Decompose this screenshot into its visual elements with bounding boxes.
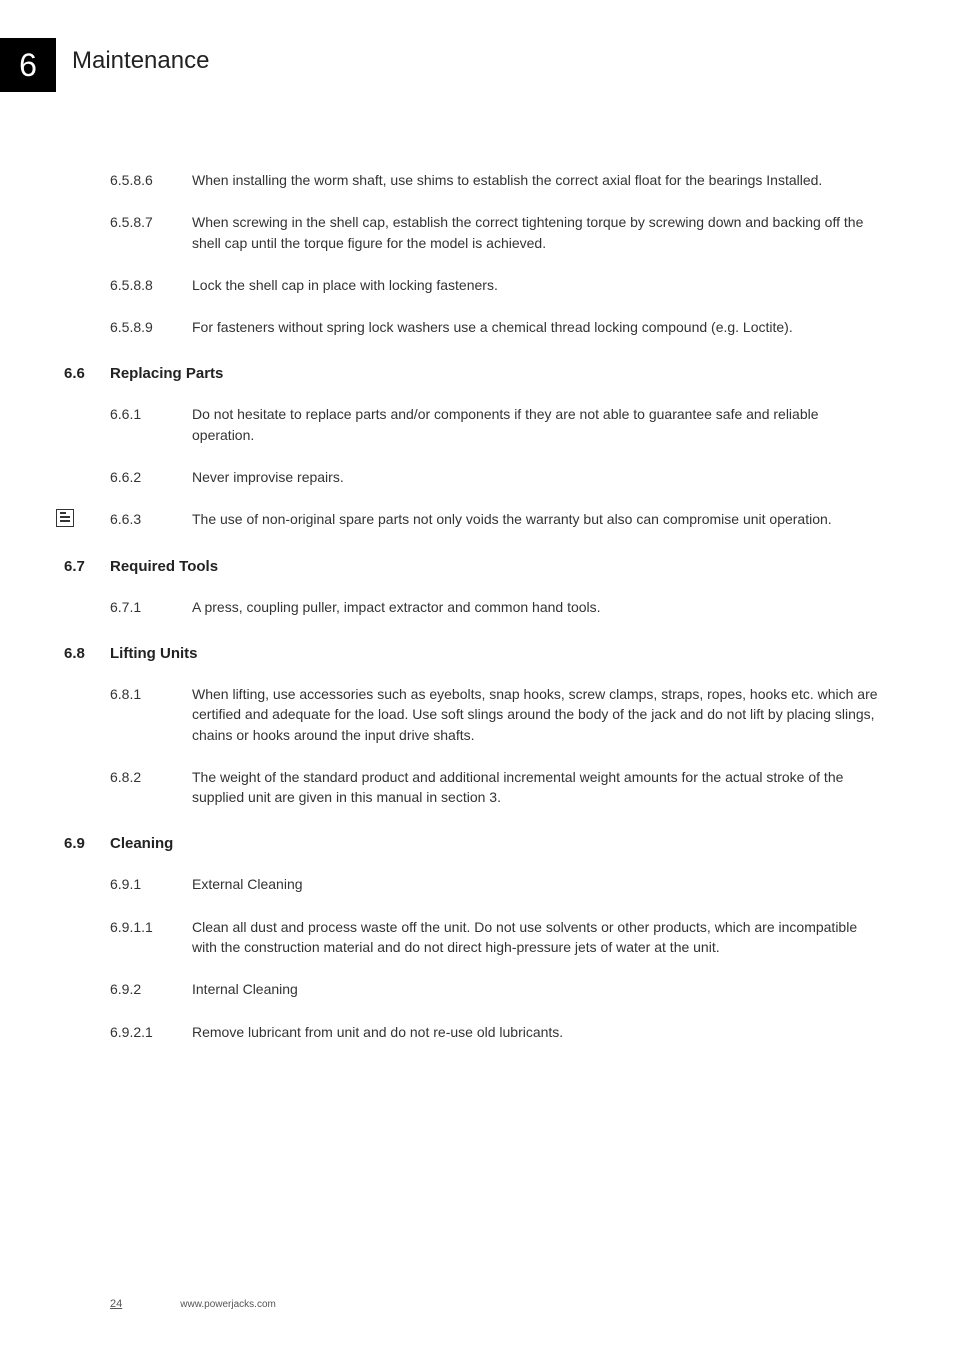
- item-number: 6.6.1: [110, 404, 192, 445]
- section-6-9-heading: 6.9 Cleaning: [64, 835, 884, 852]
- item-text: For fasteners without spring lock washer…: [192, 317, 884, 337]
- section-title: Required Tools: [110, 558, 218, 575]
- section-6-8-heading: 6.8 Lifting Units: [64, 645, 884, 662]
- item-6-6-2: 6.6.2 Never improvise repairs.: [110, 467, 884, 487]
- item-text: Lock the shell cap in place with locking…: [192, 275, 884, 295]
- item-6-7-1: 6.7.1 A press, coupling puller, impact e…: [110, 597, 884, 617]
- page-footer: 24 www.powerjacks.com: [110, 1298, 276, 1310]
- item-text: When screwing in the shell cap, establis…: [192, 212, 884, 253]
- item-text: Never improvise repairs.: [192, 467, 884, 487]
- page-number: 24: [110, 1298, 122, 1310]
- item-number: 6.9.2.1: [110, 1022, 192, 1042]
- item-text: Internal Cleaning: [192, 979, 884, 999]
- item-text: External Cleaning: [192, 874, 884, 894]
- item-number: 6.5.8.9: [110, 317, 192, 337]
- chapter-number-tab: 6: [0, 38, 56, 92]
- section-number: 6.6: [64, 365, 110, 382]
- item-text: Clean all dust and process waste off the…: [192, 917, 884, 958]
- item-6-6-3: 6.6.3 The use of non-original spare part…: [110, 509, 884, 529]
- item-number: 6.6.3: [110, 509, 192, 529]
- note-icon: [56, 509, 74, 527]
- item-number: 6.6.2: [110, 467, 192, 487]
- item-text: The use of non-original spare parts not …: [192, 509, 884, 529]
- item-number: 6.8.1: [110, 684, 192, 745]
- item-6-9-1: 6.9.1 External Cleaning: [110, 874, 884, 894]
- section-number: 6.7: [64, 558, 110, 575]
- item-text: Do not hesitate to replace parts and/or …: [192, 404, 884, 445]
- item-number: 6.9.1.1: [110, 917, 192, 958]
- section-title: Lifting Units: [110, 645, 197, 662]
- item-6-8-2: 6.8.2 The weight of the standard product…: [110, 767, 884, 808]
- section-6-6-heading: 6.6 Replacing Parts: [64, 365, 884, 382]
- section-6-7-heading: 6.7 Required Tools: [64, 558, 884, 575]
- item-6-5-8-6: 6.5.8.6 When installing the worm shaft, …: [110, 170, 884, 190]
- item-6-8-1: 6.8.1 When lifting, use accessories such…: [110, 684, 884, 745]
- chapter-title: Maintenance: [72, 47, 209, 75]
- item-number: 6.8.2: [110, 767, 192, 808]
- section-number: 6.8: [64, 645, 110, 662]
- item-6-9-2: 6.9.2 Internal Cleaning: [110, 979, 884, 999]
- section-title: Cleaning: [110, 835, 173, 852]
- item-text: A press, coupling puller, impact extract…: [192, 597, 884, 617]
- item-6-6-1: 6.6.1 Do not hesitate to replace parts a…: [110, 404, 884, 445]
- item-text: Remove lubricant from unit and do not re…: [192, 1022, 884, 1042]
- item-text: The weight of the standard product and a…: [192, 767, 884, 808]
- item-text: When lifting, use accessories such as ey…: [192, 684, 884, 745]
- item-number: 6.9.2: [110, 979, 192, 999]
- item-number: 6.9.1: [110, 874, 192, 894]
- section-number: 6.9: [64, 835, 110, 852]
- section-title: Replacing Parts: [110, 365, 223, 382]
- item-6-5-8-8: 6.5.8.8 Lock the shell cap in place with…: [110, 275, 884, 295]
- item-6-5-8-7: 6.5.8.7 When screwing in the shell cap, …: [110, 212, 884, 253]
- page-content: 6.5.8.6 When installing the worm shaft, …: [110, 170, 884, 1064]
- item-6-9-2-1: 6.9.2.1 Remove lubricant from unit and d…: [110, 1022, 884, 1042]
- item-number: 6.5.8.6: [110, 170, 192, 190]
- item-text: When installing the worm shaft, use shim…: [192, 170, 884, 190]
- item-6-9-1-1: 6.9.1.1 Clean all dust and process waste…: [110, 917, 884, 958]
- item-number: 6.5.8.8: [110, 275, 192, 295]
- item-6-5-8-9: 6.5.8.9 For fasteners without spring loc…: [110, 317, 884, 337]
- item-number: 6.7.1: [110, 597, 192, 617]
- footer-url: www.powerjacks.com: [180, 1299, 276, 1310]
- item-number: 6.5.8.7: [110, 212, 192, 253]
- item-6-6-3-wrap: 6.6.3 The use of non-original spare part…: [110, 509, 884, 529]
